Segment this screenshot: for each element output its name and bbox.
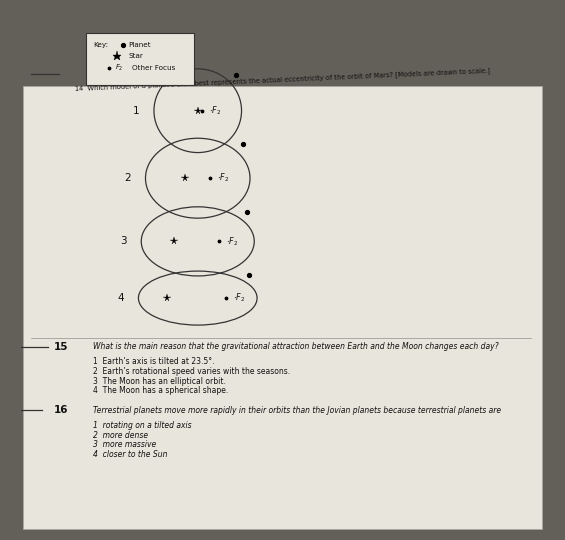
Text: 4: 4 [117,293,124,303]
Text: $\cdot F_2$: $\cdot F_2$ [226,235,238,248]
Text: 1  rotating on a tilted axis: 1 rotating on a tilted axis [93,421,192,430]
Text: 4  The Moon has a spherical shape.: 4 The Moon has a spherical shape. [93,387,228,395]
Text: Star: Star [128,52,143,59]
Text: Planet: Planet [128,42,151,48]
Text: 16: 16 [54,406,68,415]
Text: Terrestrial planets move more rapidly in their orbits than the Jovian planets be: Terrestrial planets move more rapidly in… [93,406,501,415]
FancyBboxPatch shape [23,86,542,529]
Text: 2  Earth’s rotational speed varies with the seasons.: 2 Earth’s rotational speed varies with t… [93,367,290,376]
Text: 3  more massive: 3 more massive [93,441,157,449]
Text: 4  closer to the Sun: 4 closer to the Sun [93,450,168,459]
Text: Other Focus: Other Focus [132,64,175,71]
Text: $\cdot F_2$: $\cdot F_2$ [233,292,245,305]
Text: 15: 15 [54,342,68,352]
Text: Key:: Key: [93,42,108,48]
FancyBboxPatch shape [86,33,194,85]
Text: 2: 2 [124,173,131,183]
Text: $\cdot F_2$: $\cdot F_2$ [209,104,221,117]
Text: 1: 1 [132,106,139,116]
Text: 1  Earth’s axis is tilted at 23.5°.: 1 Earth’s axis is tilted at 23.5°. [93,357,215,366]
Text: 2  more dense: 2 more dense [93,431,149,440]
Text: What is the main reason that the gravitational attraction between Earth and the : What is the main reason that the gravita… [93,342,499,351]
Text: 3: 3 [120,237,127,246]
Text: $\cdot F_2$: $\cdot F_2$ [217,172,229,185]
Text: 14  Which model of a planet's orbit best represents the actual eccentricity of t: 14 Which model of a planet's orbit best … [75,68,490,92]
Text: 3  The Moon has an elliptical orbit.: 3 The Moon has an elliptical orbit. [93,377,226,386]
Text: $F_2$: $F_2$ [115,63,123,72]
